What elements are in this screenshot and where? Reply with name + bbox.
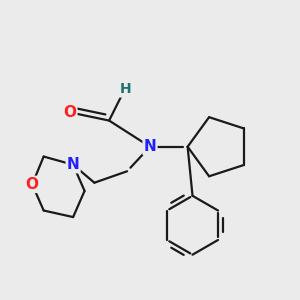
Text: N: N xyxy=(144,139,156,154)
Text: N: N xyxy=(67,157,80,172)
Text: O: O xyxy=(63,105,76,120)
Text: H: H xyxy=(120,82,131,97)
Text: O: O xyxy=(26,177,39,192)
